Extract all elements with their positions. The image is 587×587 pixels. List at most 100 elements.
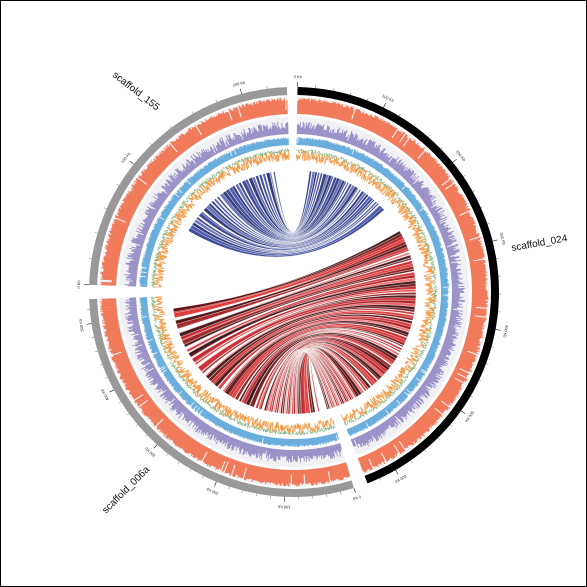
tick-label: 300 Kb — [499, 232, 507, 246]
tick-label: 0 Kb — [76, 280, 81, 289]
track-green-line — [296, 147, 438, 426]
minor-tick — [91, 337, 95, 339]
synteny-link — [194, 201, 378, 253]
minor-tick — [202, 475, 204, 479]
tick-label: 200 Kb — [232, 79, 246, 87]
minor-tick — [242, 490, 244, 494]
synteny-link — [183, 268, 415, 348]
synteny-link — [211, 189, 362, 245]
synteny-link — [262, 172, 321, 233]
tick-label: 0 Kb — [352, 494, 362, 501]
minor-tick — [450, 424, 453, 427]
track-orange-line — [295, 150, 437, 424]
minor-tick — [427, 134, 430, 137]
major-tick — [353, 487, 356, 493]
track-salmon-bars — [100, 298, 351, 487]
tick-label: 600 Kb — [393, 474, 407, 485]
minor-tick — [413, 123, 416, 126]
major-tick — [109, 389, 114, 393]
major-tick — [86, 323, 92, 325]
synteny-link — [189, 204, 383, 256]
minor-tick — [485, 363, 489, 365]
minor-tick — [104, 207, 107, 209]
minor-tick — [105, 377, 108, 379]
synteny-link — [238, 327, 404, 403]
minor-tick — [440, 147, 443, 150]
minor-tick — [149, 142, 152, 145]
synteny-link — [269, 171, 316, 233]
track-blue-bars — [139, 137, 289, 287]
track-lavender-bars — [124, 121, 289, 287]
major-tick — [495, 329, 501, 331]
minor-tick — [487, 223, 490, 225]
minor-tick — [463, 175, 466, 177]
minor-tick — [177, 461, 180, 465]
ideogram-ring — [89, 87, 499, 497]
synteny-link — [234, 326, 405, 401]
minor-tick — [410, 460, 413, 463]
minor-tick — [479, 379, 482, 382]
data-tracks — [99, 97, 490, 487]
minor-tick — [398, 113, 401, 117]
minor-tick — [135, 424, 138, 427]
tick-label: 0 Kb — [294, 74, 303, 79]
scaffold-label-024: scaffold_024 — [511, 233, 569, 254]
major-tick — [383, 102, 386, 108]
track-orange-line — [151, 296, 335, 435]
major-tick — [452, 158, 457, 163]
minor-tick — [228, 486, 230, 490]
minor-tick — [169, 125, 172, 128]
major-tick — [153, 444, 158, 449]
minor-tick — [437, 437, 440, 440]
minor-tick — [366, 98, 369, 101]
minor-tick — [166, 453, 169, 456]
tick-label: 500 Kb — [78, 318, 85, 332]
major-tick — [395, 469, 399, 475]
major-tick — [129, 160, 134, 165]
synteny-links — [172, 170, 417, 415]
minor-tick — [215, 99, 217, 103]
synteny-link — [298, 351, 329, 415]
synteny-link — [194, 289, 417, 366]
minor-tick — [95, 350, 98, 352]
tick-label: 400 Kb — [99, 387, 110, 401]
major-tick — [492, 239, 498, 242]
minor-tick — [424, 449, 427, 452]
minor-tick — [99, 364, 103, 366]
minor-tick — [118, 401, 122, 404]
minor-tick — [126, 413, 130, 416]
synteny-link — [273, 170, 312, 232]
tick-label: 500 Kb — [463, 410, 475, 424]
minor-tick — [340, 491, 342, 495]
tick-label: 100 Kb — [381, 93, 395, 103]
scaffold-label-006a: scaffold_006a — [100, 464, 152, 516]
synteny-link — [176, 249, 410, 330]
tick-label: 400 Kb — [502, 325, 509, 339]
tick-label: 200 Kb — [455, 149, 467, 163]
minor-tick — [491, 346, 495, 348]
synteny-link — [214, 314, 413, 388]
minor-tick — [95, 232, 98, 234]
tick-label: 100 Kb — [277, 504, 291, 510]
minor-tick — [480, 206, 484, 208]
tick-label: 100 Kb — [120, 150, 132, 164]
track-orange-line — [152, 149, 290, 288]
major-tick — [460, 410, 466, 414]
minor-tick — [379, 478, 381, 481]
synteny-link — [208, 190, 365, 246]
synteny-link — [196, 199, 375, 252]
major-tick — [214, 481, 217, 487]
synteny-link — [258, 172, 323, 234]
minor-tick — [350, 92, 352, 95]
major-tick — [240, 88, 242, 94]
scaffold-label-155: scaffold_155 — [110, 70, 162, 114]
tick-label: 200 Kb — [205, 486, 219, 496]
track-salmon-bars — [100, 98, 288, 286]
minor-tick — [116, 184, 119, 186]
minor-tick — [145, 434, 148, 437]
minor-tick — [472, 190, 476, 192]
minor-tick — [191, 111, 194, 114]
minor-tick — [470, 395, 474, 398]
synteny-link — [200, 195, 372, 250]
